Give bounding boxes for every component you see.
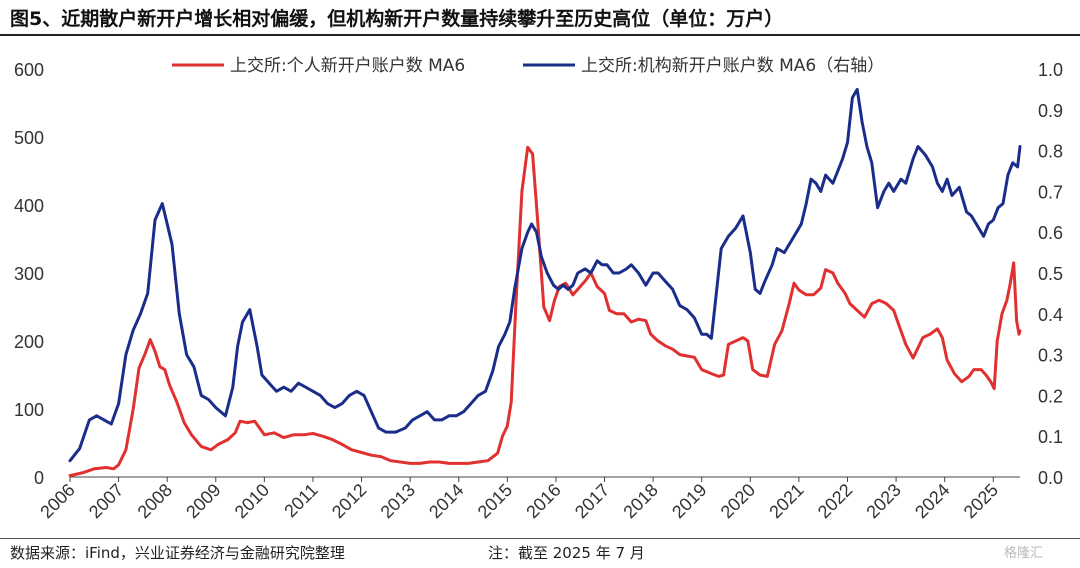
x-tick-label: 2009 bbox=[182, 480, 224, 522]
x-tick-label: 2020 bbox=[717, 480, 759, 522]
x-tick-label: 2019 bbox=[668, 480, 710, 522]
x-tick-label: 2010 bbox=[231, 480, 273, 522]
y-right-tick-label: 0.0 bbox=[1038, 468, 1063, 488]
y-left-tick-label: 500 bbox=[14, 128, 44, 148]
y-left-tick-label: 0 bbox=[34, 468, 44, 488]
date-note-text: 注：截至 2025 年 7 月 bbox=[488, 544, 645, 562]
x-tick-label: 2008 bbox=[134, 480, 176, 522]
x-tick-label: 2022 bbox=[814, 480, 856, 522]
y-right-tick-label: 0.4 bbox=[1038, 305, 1063, 325]
footer-divider bbox=[0, 538, 1080, 539]
x-tick-label: 2018 bbox=[619, 480, 661, 522]
title-divider bbox=[0, 34, 1080, 36]
y-left-tick-label: 400 bbox=[14, 196, 44, 216]
x-tick-label: 2007 bbox=[85, 480, 127, 522]
legend-label-institution: 上交所:机构新开户账户数 MA6（右轴） bbox=[581, 56, 884, 76]
chart-title: 图5、近期散户新开户增长相对偏缓，但机构新开户数量持续攀升至历史高位（单位：万户… bbox=[10, 8, 784, 30]
y-left-tick-label: 200 bbox=[14, 332, 44, 352]
y-right-tick-label: 0.5 bbox=[1038, 264, 1063, 284]
chart-series bbox=[68, 87, 1022, 478]
y-right-tick-label: 0.9 bbox=[1038, 101, 1063, 121]
y-right-tick-label: 0.1 bbox=[1038, 427, 1063, 447]
y-left-tick-label: 100 bbox=[14, 400, 44, 420]
x-tick-label: 2016 bbox=[522, 480, 564, 522]
chart-legend: 上交所:个人新开户账户数 MA6 上交所:机构新开户账户数 MA6（右轴） bbox=[172, 56, 884, 76]
watermark-logo: 格隆汇 bbox=[1004, 546, 1044, 561]
y-left-tick-label: 600 bbox=[14, 60, 44, 80]
x-tick-label: 2023 bbox=[862, 480, 904, 522]
x-tick-label: 2015 bbox=[474, 480, 516, 522]
x-tick-label: 2025 bbox=[960, 480, 1002, 522]
y-right-tick-label: 0.2 bbox=[1038, 386, 1063, 406]
y-right-tick-label: 0.3 bbox=[1038, 346, 1063, 366]
y-right-tick-label: 0.7 bbox=[1038, 182, 1063, 202]
x-tick-label: 2021 bbox=[765, 480, 807, 522]
retail-accounts-line bbox=[68, 145, 1022, 478]
x-tick-label: 2024 bbox=[911, 480, 953, 522]
x-tick-label: 2011 bbox=[280, 480, 322, 522]
line-chart: 0 100 200 300 400 500 600 0.0 0.1 0.2 0.3 0.4 0.5 0.6… bbox=[14, 56, 1063, 522]
y-right-tick-label: 0.6 bbox=[1038, 223, 1063, 243]
y-left-tick-label: 300 bbox=[14, 264, 44, 284]
x-tick-label: 2017 bbox=[571, 480, 613, 522]
y-right-tick-label: 1.0 bbox=[1038, 60, 1063, 80]
institution-accounts-line bbox=[68, 87, 1022, 463]
y-right-tick-label: 0.8 bbox=[1038, 142, 1063, 162]
x-tick-label: 2013 bbox=[377, 480, 419, 522]
x-tick-label: 2012 bbox=[328, 480, 370, 522]
x-tick-label: 2014 bbox=[425, 480, 467, 522]
legend-label-retail: 上交所:个人新开户账户数 MA6 bbox=[230, 56, 465, 76]
chart-axes: 0 100 200 300 400 500 600 0.0 0.1 0.2 0.3 0.4 0.5 0.6… bbox=[14, 60, 1063, 522]
data-source-text: 数据来源：iFind，兴业证券经济与金融研究院整理 bbox=[10, 544, 345, 562]
